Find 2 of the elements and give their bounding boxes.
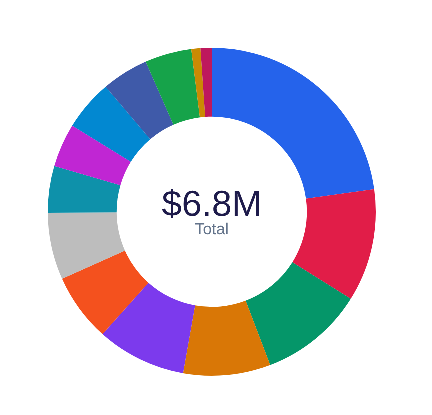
text: Total — [195, 221, 229, 238]
text: $6.8M — [162, 182, 262, 224]
